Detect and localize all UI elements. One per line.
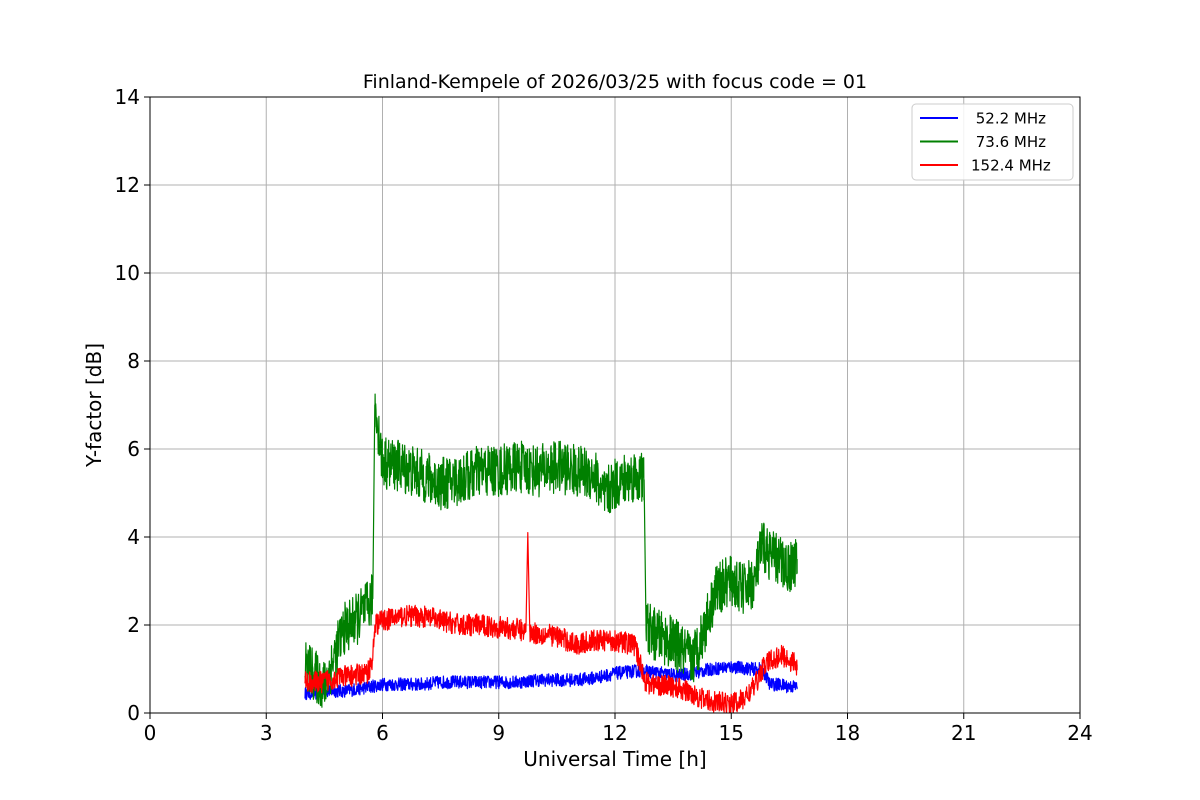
legend-label: 73.6 MHz xyxy=(971,133,1046,151)
series-layer xyxy=(304,393,798,713)
y-tick-label: 4 xyxy=(127,525,140,549)
y-axis-ticks: 0 2 4 6 8 10 12 14 xyxy=(115,85,150,725)
legend-box xyxy=(911,103,1074,181)
x-tick-label: 3 xyxy=(260,721,273,745)
series-line xyxy=(304,660,798,701)
x-tick-label: 21 xyxy=(951,721,976,745)
y-tick-label: 10 xyxy=(115,261,140,285)
x-tick-label: 0 xyxy=(144,721,157,745)
chart-title: Finland-Kempele of 2026/03/25 with focus… xyxy=(363,71,867,93)
y-axis-label: Y-factor [dB] xyxy=(82,343,106,468)
x-tick-label: 12 xyxy=(602,721,627,745)
y-tick-label: 6 xyxy=(127,437,140,461)
x-axis-label: Universal Time [h] xyxy=(523,747,706,771)
y-tick-label: 2 xyxy=(127,613,140,637)
x-tick-label: 18 xyxy=(835,721,860,745)
y-tick-label: 14 xyxy=(115,85,140,109)
y-tick-label: 12 xyxy=(115,173,140,197)
series-line xyxy=(304,532,798,713)
legend-label: 152.4 MHz xyxy=(971,157,1051,175)
series-line xyxy=(304,393,798,708)
x-axis-ticks: 0 3 6 9 12 15 18 21 24 xyxy=(144,713,1093,745)
legend-label: 52.2 MHz xyxy=(971,110,1046,128)
x-tick-label: 24 xyxy=(1067,721,1092,745)
x-tick-label: 6 xyxy=(376,721,389,745)
y-tick-label: 8 xyxy=(127,349,140,373)
x-tick-label: 9 xyxy=(492,721,505,745)
legend: 52.2 MHz 73.6 MHz 152.4 MHz xyxy=(911,103,1074,181)
y-tick-label: 0 xyxy=(127,701,140,725)
x-tick-label: 15 xyxy=(719,721,744,745)
